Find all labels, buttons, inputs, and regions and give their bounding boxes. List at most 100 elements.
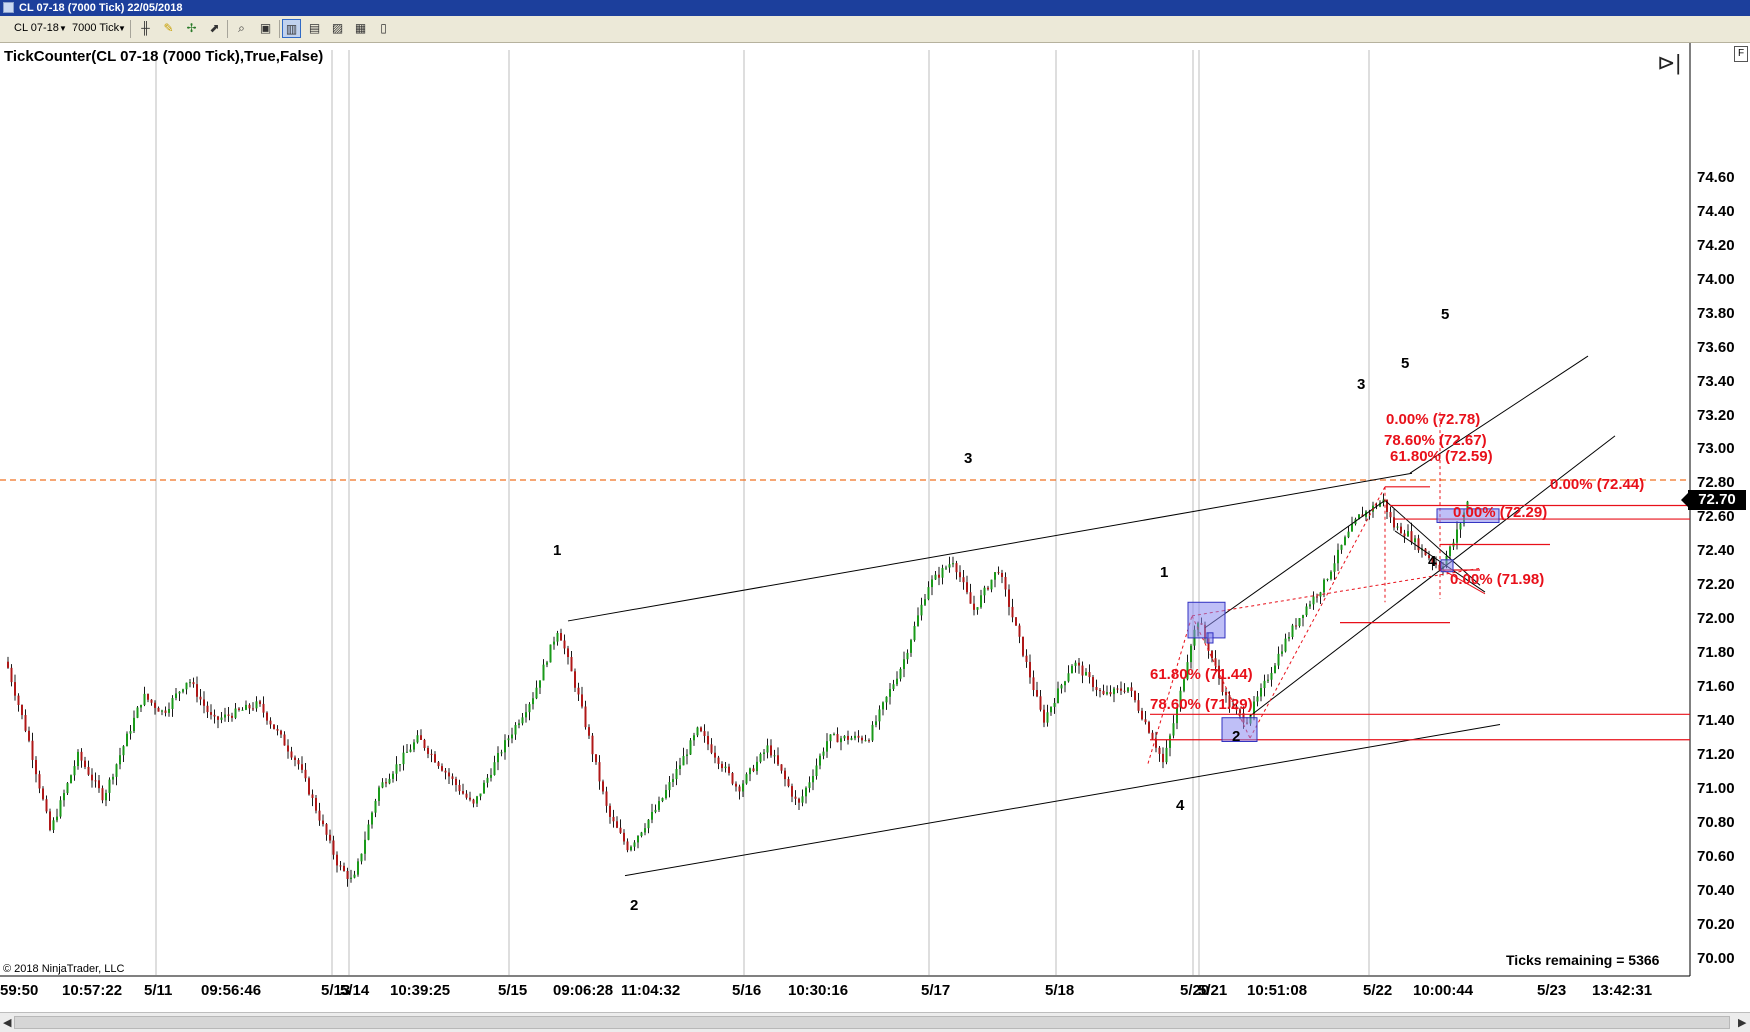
candle-body (217, 716, 219, 720)
candle-body (157, 707, 160, 712)
candle-body (1057, 688, 1059, 703)
candle-body (581, 694, 583, 707)
price-tick-label: 70.60 (1697, 847, 1735, 865)
chart-panel[interactable] (0, 43, 1750, 1009)
indicator-label: TickCounter(CL 07-18 (7000 Tick),True,Fa… (4, 48, 324, 65)
candle-body (801, 796, 804, 803)
candle-body (584, 706, 587, 728)
candle-body (1235, 706, 1238, 710)
pointer-icon[interactable]: ⬈ (209, 21, 220, 35)
candle-body (241, 709, 244, 711)
candle-body (374, 800, 377, 813)
interval-selector[interactable]: 7000 Tick (72, 22, 120, 34)
candle-body (409, 749, 412, 752)
candle-body (469, 797, 471, 800)
candle-body (252, 708, 254, 710)
supply-zone (1436, 508, 1500, 523)
pencil-icon[interactable]: ✎ (163, 21, 174, 35)
price-chart[interactable] (0, 43, 1750, 1009)
scroll-thumb[interactable] (14, 1016, 1730, 1029)
candle-body (437, 762, 440, 767)
candle-body (185, 682, 188, 690)
candle-body (66, 783, 69, 794)
price-tick-label: 72.20 (1697, 576, 1735, 594)
candle-body (633, 842, 636, 847)
candle-body (164, 710, 167, 713)
candle-body (1449, 546, 1451, 557)
dropdown-arrow-icon[interactable]: ▼ (59, 24, 67, 33)
candle-body (980, 595, 982, 608)
table-icon[interactable]: ▦ (354, 21, 367, 35)
chart-icon[interactable]: ▨ (331, 21, 344, 35)
scroll-right-icon[interactable]: ▶ (1738, 1017, 1747, 1029)
candle-body (777, 755, 779, 765)
candle-body (563, 640, 566, 649)
candle-body (1260, 688, 1262, 697)
fib-level-label: 0.00% (72.29) (1453, 504, 1548, 521)
candle-body (539, 680, 541, 688)
candle-body (353, 874, 356, 878)
candle-body (402, 752, 405, 765)
scroll-left-icon[interactable]: ◀ (3, 1017, 12, 1029)
channel-upper-line (567, 472, 1413, 622)
candle-body (1351, 523, 1353, 532)
candle-body (248, 704, 251, 709)
candle-body (1190, 645, 1192, 663)
candle-body (1183, 679, 1185, 691)
candle-body (822, 751, 825, 756)
scroll-end-icon[interactable]: F (1734, 46, 1748, 62)
candle-body (861, 737, 863, 741)
candle-body (357, 861, 359, 875)
candle-body (899, 668, 902, 679)
candle-body (798, 798, 800, 803)
candle-body (871, 724, 874, 741)
candle-body (661, 798, 664, 802)
candle-body (700, 727, 702, 732)
candle-body (651, 811, 653, 820)
candle-body (206, 705, 209, 713)
candle-body (322, 820, 324, 825)
candle-body (388, 778, 391, 784)
candle-body (1225, 691, 1227, 696)
properties-icon[interactable]: ▤ (308, 21, 321, 35)
candle-body (857, 735, 860, 738)
candle-body (917, 615, 919, 626)
candle-body (644, 828, 646, 833)
zoom-icon[interactable]: ⌕ (238, 21, 245, 35)
scroll-to-end-icon[interactable]: ⊳| (1657, 50, 1682, 75)
candle-body (535, 687, 538, 699)
candle-body (413, 742, 415, 750)
data-box-icon[interactable]: ▣ (259, 21, 272, 35)
candle-body (1270, 672, 1273, 680)
candle-body (1085, 672, 1087, 676)
price-tick-label: 70.00 (1697, 949, 1735, 967)
wave-label: 3 (964, 450, 973, 467)
candle-body (525, 712, 527, 718)
candle-body (220, 717, 223, 720)
candle-body (1379, 502, 1381, 507)
candle-style-icon[interactable]: ▥ (282, 19, 301, 38)
supply-zone (1187, 601, 1226, 639)
instrument-selector[interactable]: CL 07-18 (14, 22, 59, 34)
ticks-remaining: Ticks remaining = 5366 (1506, 952, 1660, 968)
candle-body (1333, 563, 1336, 572)
window-split-icon[interactable]: ▯ (380, 21, 387, 35)
candle-body (693, 735, 695, 741)
time-tick-label: 13:42:31 (1592, 982, 1653, 999)
candle-body (10, 667, 13, 683)
dropdown-arrow-icon[interactable]: ▼ (118, 24, 126, 33)
crosshair-icon[interactable]: ✢ (186, 21, 197, 35)
candle-body (1151, 732, 1154, 740)
candle-body (637, 836, 639, 843)
candle-body (679, 765, 681, 770)
candle-body (990, 579, 993, 590)
horizontal-scrollbar[interactable]: ◀ ▶ (0, 1012, 1750, 1032)
candle-body (808, 782, 811, 788)
time-tick-label: 5/18 (1045, 982, 1075, 999)
candle-body (77, 751, 79, 767)
wave-label: 2 (1232, 728, 1241, 745)
candle-body (885, 696, 888, 703)
bar-style-icon[interactable]: ╫ (141, 21, 150, 35)
candle-body (63, 793, 65, 801)
candle-body (1113, 688, 1115, 695)
